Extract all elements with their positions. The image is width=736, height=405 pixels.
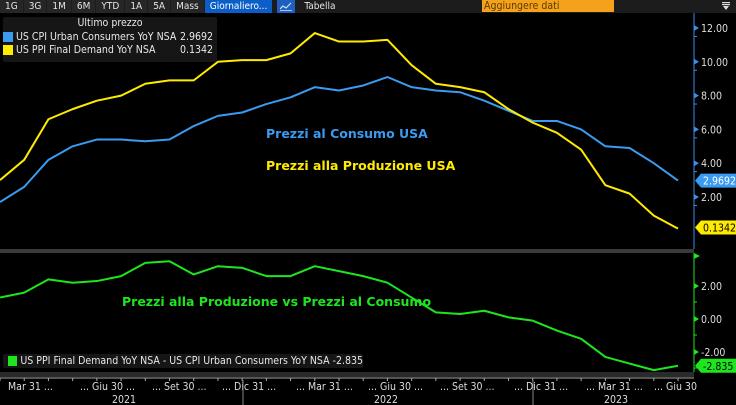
legend-label: US PPI Final Demand YoY NSA - US CPI Urb… — [20, 354, 363, 367]
y-tick-label: 4.00 — [701, 158, 722, 170]
x-year-label: 2023 — [604, 394, 628, 405]
chart-area: 2.00 4.00 6.00 8.00 10.00 12.00 -2.00 0.00 2.00 2… — [0, 13, 736, 405]
x-year-label: 2021 — [112, 394, 136, 405]
x-tick-label: ... Dic 31 ... — [514, 381, 568, 393]
y-tick-label: 2.00 — [701, 281, 722, 293]
line-chart-icon[interactable] — [277, 0, 296, 13]
pane-separator — [0, 249, 694, 253]
cpi-swatch — [3, 31, 13, 42]
y-tick-label: 8.00 — [701, 91, 722, 103]
ppi-swatch — [3, 44, 13, 55]
legend-label: US PPI Final Demand YoY NSA — [16, 43, 156, 56]
add-data-input[interactable]: Aggiungere dati — [482, 0, 614, 12]
y-tick-mark — [694, 316, 699, 322]
range-button-1m[interactable]: 1M — [47, 0, 71, 13]
annotation-diff: Prezzi alla Produzione vs Prezzi al Cons… — [122, 294, 432, 309]
cpi-last-value-tag-text: 2.9692 — [703, 176, 736, 188]
y-tick-mark — [694, 283, 699, 289]
time-scrollbar — [0, 372, 694, 377]
legend-lower: US PPI Final Demand YoY NSA - US CPI Urb… — [3, 354, 363, 368]
x-tick-label: ... Giu 30 — [654, 381, 697, 393]
legend-item-cpi[interactable]: US CPI Urban Consumers YoY NSA 2.9692 — [3, 30, 217, 43]
y-tick-label: 2.00 — [701, 192, 722, 204]
range-button-mass[interactable]: Mass — [171, 0, 204, 13]
y-tick-mark — [694, 25, 699, 31]
y-tick-mark — [694, 194, 699, 200]
y-tick-label: -2.00 — [701, 347, 725, 359]
range-button-6m[interactable]: 6M — [71, 0, 96, 13]
range-button-1g[interactable]: 1G — [0, 0, 23, 13]
x-tick-label: Mar 31 ... — [8, 381, 53, 393]
x-tick-label: ... Mar 31 ... — [296, 381, 353, 393]
legend-value: 2.9692 — [179, 30, 213, 43]
y-tick-mark — [694, 92, 699, 99]
y-tick-mark — [694, 349, 699, 355]
range-button-3g[interactable]: 3G — [23, 0, 47, 13]
y-tick-label: 0.00 — [701, 314, 722, 326]
legend-upper: Ultimo prezzo US CPI Urban Consumers YoY… — [3, 17, 217, 62]
annotation-cpi: Prezzi al Consumo USA — [266, 126, 428, 141]
y-tick-mark — [694, 160, 699, 167]
y-tick-mark — [694, 126, 699, 133]
range-button-1a[interactable]: 1A — [125, 0, 148, 13]
x-tick-label: ... Dic 31 ... — [222, 381, 276, 393]
legend-label: US CPI Urban Consumers YoY NSA — [16, 30, 177, 43]
y-tick-label: 6.00 — [701, 124, 722, 136]
y-tick-mark — [694, 58, 699, 65]
x-year-label: 2022 — [374, 394, 398, 405]
annotation-ppi: Prezzi alla Produzione USA — [266, 158, 456, 173]
toolbar: 1G 3G 1M 6M YTD 1A 5A Mass Giornaliero... Tabel… — [0, 0, 736, 13]
y-tick-label: 12.00 — [701, 23, 728, 35]
range-button-ytd[interactable]: YTD — [96, 0, 125, 13]
x-tick-label: ... Set 30 ... — [152, 381, 207, 393]
legend-value: 0.1342 — [179, 43, 213, 56]
range-button-5a[interactable]: 5A — [148, 0, 171, 13]
x-tick-label: ... Giu 30 ... — [80, 381, 135, 393]
ppi-last-value-tag — [695, 220, 736, 235]
table-button[interactable]: Tabella — [304, 1, 336, 12]
x-tick-label: ... Set 30 ... — [440, 381, 495, 393]
x-tick-label: ... Giu 30 ... — [368, 381, 423, 393]
filter-menu-icon[interactable] — [722, 1, 730, 11]
y-tick-label: 10.00 — [701, 57, 728, 69]
legend-item-ppi[interactable]: US PPI Final Demand YoY NSA 0.1342 — [3, 43, 217, 56]
legend-header: Ultimo prezzo — [77, 17, 143, 29]
legend-item-diff[interactable]: US PPI Final Demand YoY NSA - US CPI Urb… — [8, 354, 363, 367]
y-tick-mark — [694, 253, 700, 259]
x-tick-label: ... Mar 31 ... — [586, 381, 643, 393]
cpi-last-value-tag — [695, 173, 736, 188]
frequency-dropdown[interactable]: Giornaliero... — [204, 0, 273, 13]
diff-swatch — [8, 355, 18, 366]
ppi-last-value-tag-text: 0.1342 — [703, 223, 736, 235]
diff-last-value-tag — [695, 358, 736, 373]
diff-last-value-tag-text: -2.835 — [703, 361, 733, 373]
